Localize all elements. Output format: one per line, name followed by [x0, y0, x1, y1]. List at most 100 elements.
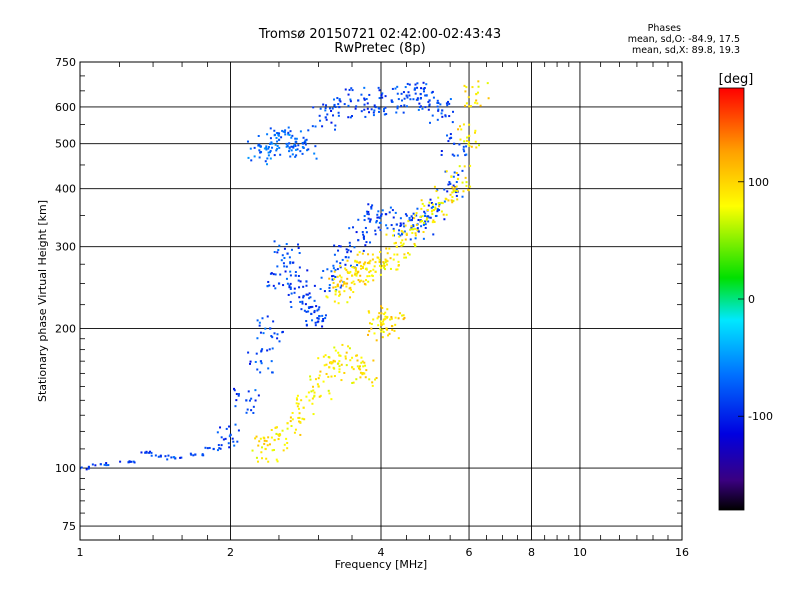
data-point [397, 232, 400, 235]
data-point [453, 154, 456, 157]
data-point [318, 395, 321, 398]
data-point [313, 391, 316, 394]
data-point [325, 118, 328, 121]
data-point [357, 218, 360, 221]
data-point [451, 191, 454, 194]
data-point [271, 142, 274, 145]
data-point [313, 395, 316, 398]
data-point [301, 152, 304, 155]
data-point [228, 435, 231, 438]
data-point [304, 139, 307, 142]
data-point [356, 365, 359, 368]
data-point [302, 406, 305, 409]
data-point [455, 185, 458, 188]
data-point [347, 93, 350, 96]
data-point [378, 97, 381, 100]
data-point [422, 231, 425, 234]
data-point [327, 389, 330, 392]
data-point [451, 153, 454, 156]
data-point [267, 146, 270, 149]
data-point [316, 309, 319, 312]
data-point [395, 223, 398, 226]
data-point [334, 269, 337, 272]
data-point [455, 191, 458, 194]
data-point [338, 245, 341, 248]
data-point [436, 189, 439, 192]
data-point [415, 223, 418, 226]
data-point [447, 199, 450, 202]
data-point [257, 394, 260, 397]
data-point [355, 267, 358, 270]
data-point [365, 241, 368, 244]
data-point [363, 86, 366, 89]
data-point [339, 354, 342, 357]
data-point [413, 217, 416, 220]
data-point [270, 436, 273, 439]
data-points [80, 80, 490, 471]
data-point [444, 170, 447, 173]
data-point [373, 104, 376, 107]
data-point [282, 262, 285, 265]
data-point [396, 105, 399, 108]
data-point [414, 214, 417, 217]
data-point [362, 365, 365, 368]
data-point [381, 336, 384, 339]
data-point [296, 394, 299, 397]
data-point [346, 259, 349, 262]
data-point [380, 93, 383, 96]
data-point [273, 251, 276, 254]
data-point [258, 440, 261, 443]
data-point [283, 131, 286, 134]
data-point [332, 264, 335, 267]
data-point [274, 287, 277, 290]
data-point [431, 90, 434, 93]
data-point [366, 262, 369, 265]
data-point [313, 299, 316, 302]
data-point [307, 310, 310, 313]
data-point [383, 113, 386, 116]
data-point [465, 102, 468, 105]
data-point [390, 316, 393, 319]
data-point [250, 159, 253, 162]
data-point [405, 232, 408, 235]
data-point [403, 97, 406, 100]
data-point [257, 444, 260, 447]
data-point [433, 220, 436, 223]
data-point [463, 104, 466, 107]
data-point [339, 293, 342, 296]
data-point [271, 371, 274, 374]
data-point [306, 269, 309, 272]
data-point [424, 220, 427, 223]
data-point [421, 107, 424, 110]
data-point [317, 357, 320, 360]
data-point [420, 199, 423, 202]
data-point [253, 155, 256, 158]
data-point [286, 441, 289, 444]
data-point [289, 261, 292, 264]
data-point [87, 465, 90, 468]
data-point [346, 282, 349, 285]
data-point [228, 446, 231, 449]
data-point [300, 308, 303, 311]
data-point [307, 391, 310, 394]
grid-lines [79, 61, 683, 540]
data-point [312, 106, 315, 109]
data-point [222, 438, 225, 441]
data-point [384, 317, 387, 320]
data-point [453, 142, 456, 145]
data-point [194, 453, 197, 456]
data-point [332, 281, 335, 284]
data-point [463, 150, 466, 153]
data-point [385, 259, 388, 262]
data-point [452, 199, 455, 202]
data-point [379, 320, 382, 323]
data-point [424, 106, 427, 109]
data-point [395, 245, 398, 248]
data-point [350, 115, 353, 118]
data-point [428, 201, 431, 204]
data-point [462, 123, 465, 126]
data-point [467, 143, 470, 146]
data-point [452, 190, 455, 193]
data-point [254, 399, 257, 402]
data-point [422, 237, 425, 240]
